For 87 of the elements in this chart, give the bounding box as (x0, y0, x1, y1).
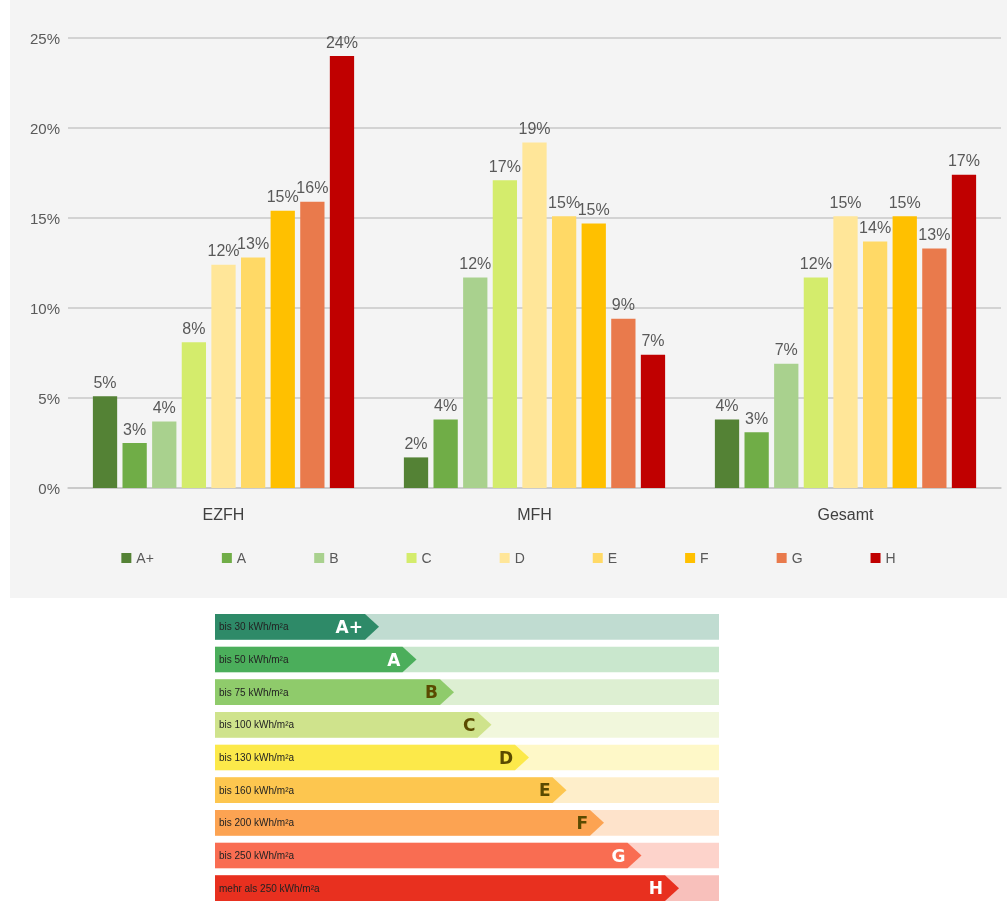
legend-label: D (514, 550, 525, 566)
data-label: 19% (518, 119, 551, 137)
data-label: 12% (459, 254, 492, 272)
data-label: 5% (93, 373, 117, 391)
data-label: 17% (488, 157, 521, 175)
bar (181, 342, 207, 488)
bar (463, 277, 488, 488)
data-label: 15% (548, 193, 581, 211)
bar (300, 201, 325, 488)
bar (862, 241, 888, 488)
data-label: 3% (123, 420, 147, 438)
data-label: 24% (325, 33, 358, 51)
x-tick-label: Gesamt (817, 505, 875, 523)
data-label: 17% (947, 152, 980, 170)
bar (581, 223, 606, 488)
data-label: 7% (774, 341, 798, 359)
text: mehr als 250 kWh/m²a (219, 882, 321, 894)
data-label: 15% (266, 188, 299, 206)
bar (744, 432, 769, 488)
text: bis 100 kWh/m²a (219, 719, 295, 731)
data-label: 15% (888, 193, 921, 211)
data-label: 7% (641, 332, 665, 350)
y-tick-label: 0% (38, 479, 60, 497)
y-tick-label: 15% (29, 209, 60, 227)
bar (640, 354, 666, 488)
bar (211, 264, 236, 488)
data-label: 13% (918, 226, 951, 244)
category-label: C (463, 714, 476, 735)
text: bis 160 kWh/m²a (219, 784, 295, 796)
data-label: 12% (207, 242, 240, 260)
category-label: H (648, 878, 663, 899)
data-label: 2% (404, 434, 428, 452)
bar (122, 443, 147, 488)
bar (403, 457, 429, 488)
bar (92, 396, 118, 488)
bar (892, 216, 917, 488)
bar (922, 248, 947, 488)
legend-label: B (329, 550, 339, 566)
legend-label: H (885, 550, 896, 566)
text: bis 75 kWh/m²a (219, 686, 289, 698)
bar (270, 210, 295, 488)
legend-label: A (236, 550, 247, 566)
data-label: 4% (152, 398, 176, 416)
y-tick-label: 5% (38, 389, 60, 407)
y-tick-label: 10% (29, 299, 60, 317)
text: bis 30 kWh/m²a (219, 621, 289, 633)
bar (240, 257, 266, 488)
bar (803, 277, 829, 488)
bar (152, 421, 177, 488)
data-label: 4% (434, 397, 458, 415)
y-tick-label: 20% (29, 119, 60, 137)
y-tick-label: 25% (29, 29, 60, 47)
category-label: E (538, 780, 551, 801)
bar (833, 216, 858, 488)
bar (522, 142, 547, 488)
data-label: 14% (859, 218, 892, 236)
data-label: 3% (745, 409, 769, 427)
data-label: 4% (715, 397, 739, 415)
text: bis 130 kWh/m²a (219, 752, 295, 763)
legend-label: C (421, 550, 432, 566)
bar (951, 174, 977, 488)
category-label: F (576, 812, 588, 833)
bar (492, 180, 518, 488)
legend-label: E (607, 550, 618, 566)
bar (611, 318, 636, 488)
data-label: 15% (829, 193, 862, 211)
legend-label: G (791, 550, 803, 566)
text: bis 200 kWh/m²a (219, 817, 295, 829)
bar (714, 419, 740, 488)
data-label: 12% (799, 254, 832, 272)
legend-label: A+ (136, 550, 154, 566)
bar (329, 56, 355, 488)
category-label: B (425, 682, 438, 703)
bar (433, 419, 458, 488)
x-tick-label: MFH (517, 505, 552, 523)
category-label: G (611, 845, 626, 866)
category-label: A (387, 649, 402, 670)
text: bis 250 kWh/m²a (219, 850, 295, 861)
category-label: D (498, 747, 513, 768)
legend-label: F (700, 550, 709, 566)
bar (774, 363, 799, 488)
text: bis 50 kWh/m²a (219, 654, 289, 665)
data-label: 8% (182, 319, 206, 337)
category-label: A+ (335, 616, 363, 637)
bar (551, 216, 577, 488)
x-tick-label: EZFH (202, 505, 245, 523)
data-label: 9% (611, 296, 635, 314)
